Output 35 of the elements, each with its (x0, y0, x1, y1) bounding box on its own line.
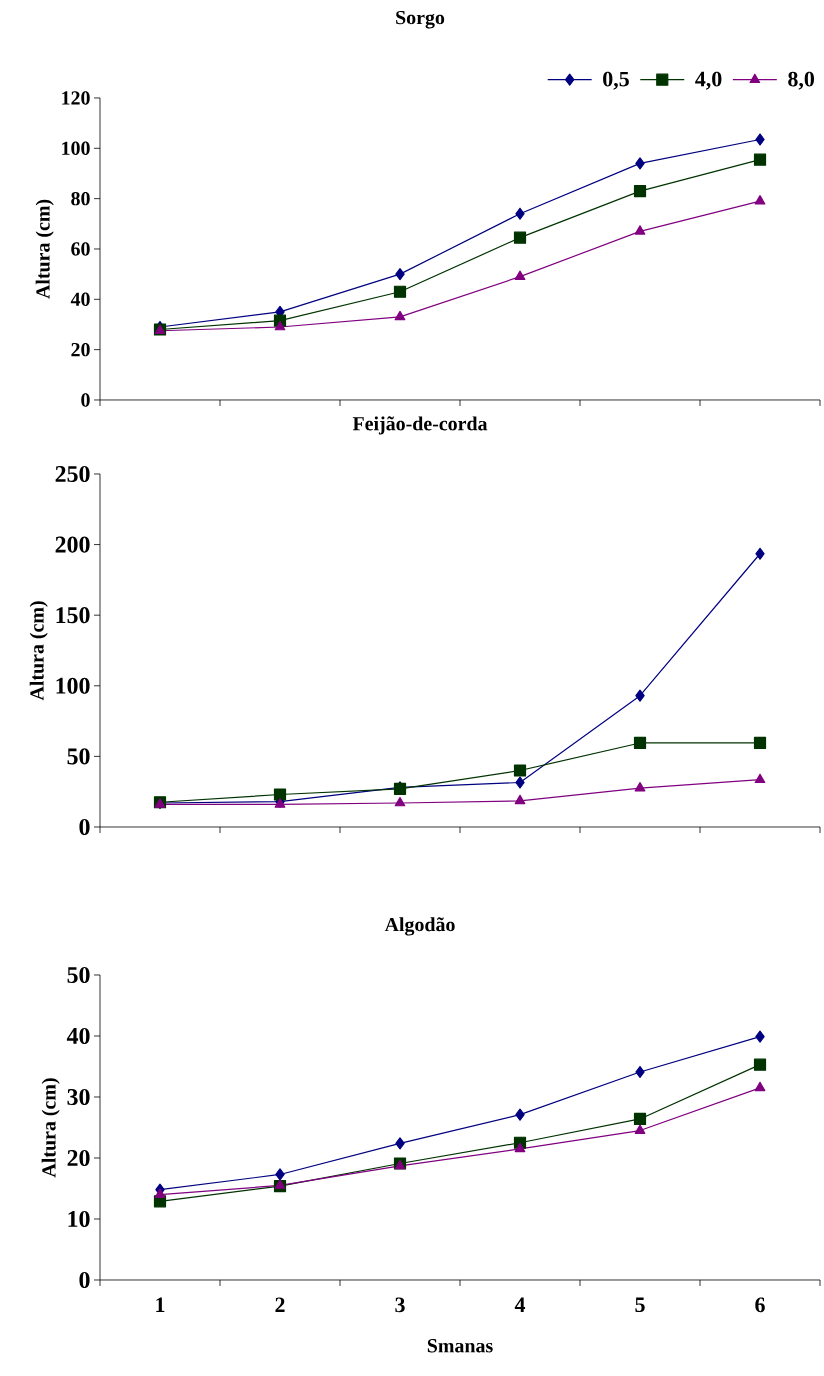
y-tick-label: 20 (67, 1149, 90, 1167)
y-tick-label: 50 (67, 966, 90, 984)
y-axis-title: Altura (cm) (29, 601, 48, 701)
x-tick-label: 2 (275, 1297, 285, 1313)
y-tick-label: 60 (71, 242, 90, 256)
y-axis-title: Altura (cm) (35, 199, 54, 299)
x-axis-title: Smanas (427, 1339, 493, 1353)
legend-label: 4,0 (695, 71, 722, 90)
y-tick-label: 40 (70, 292, 90, 307)
y-tick-label: 50 (67, 748, 90, 765)
y-tick-label: 100 (62, 141, 90, 156)
chart-title: Sorgo (396, 10, 445, 29)
y-tick-label: 0 (81, 393, 90, 407)
y-tick-label: 0 (79, 1271, 90, 1289)
y-tick-label: 150 (56, 607, 90, 624)
x-tick-label: 6 (755, 1297, 765, 1313)
y-tick-label: 40 (66, 1027, 90, 1045)
y-tick-label: 80 (71, 191, 90, 206)
y-tick-label: 30 (67, 1088, 90, 1106)
chart-title: Algodão (384, 917, 455, 936)
legend-label: 8,0 (788, 71, 814, 90)
y-tick-label: 0 (79, 818, 90, 836)
x-tick-label: 3 (395, 1297, 405, 1313)
y-tick-label: 20 (71, 342, 90, 357)
chart-title: Feijão-de-corda (352, 416, 488, 435)
y-tick-label: 250 (55, 465, 90, 483)
x-tick-label: 1 (156, 1297, 165, 1312)
y-tick-label: 10 (68, 1210, 90, 1228)
legend-label: 0,5 (603, 71, 629, 90)
x-tick-label: 5 (635, 1297, 645, 1313)
y-tick-label: 200 (55, 536, 90, 553)
x-tick-label: 4 (514, 1297, 526, 1312)
y-axis-title: Altura (cm) (41, 1078, 60, 1178)
y-tick-label: 120 (62, 91, 90, 105)
y-tick-label: 100 (56, 677, 90, 694)
